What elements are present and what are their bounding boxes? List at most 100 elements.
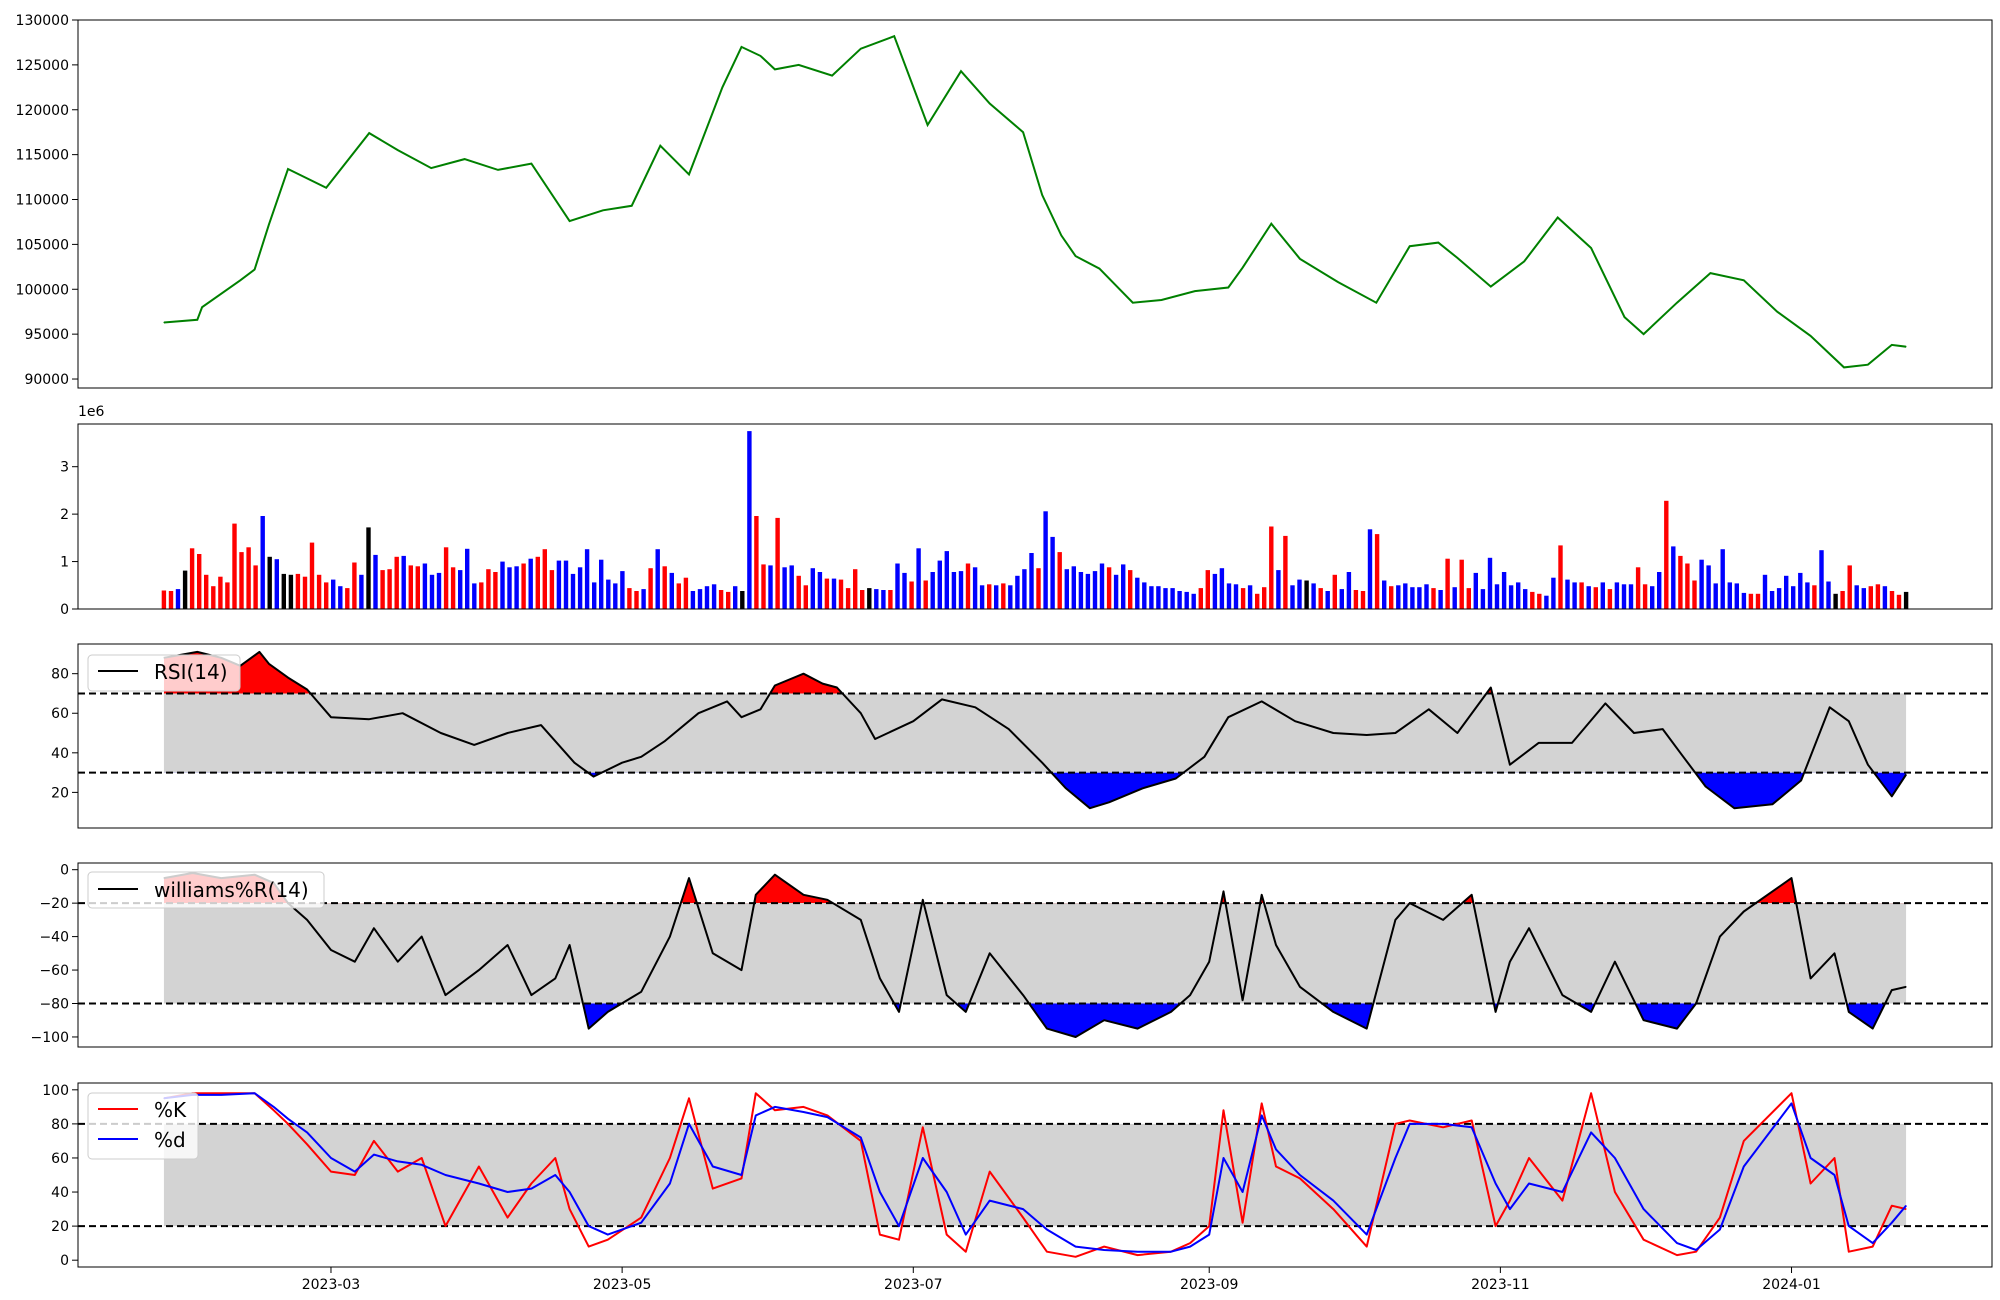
volume-bar	[486, 569, 491, 609]
volume-bar	[747, 431, 752, 609]
stochastic-series-1-point	[879, 1191, 881, 1193]
williams-legend: williams%R(14)	[87, 871, 325, 909]
volume-bar	[182, 570, 188, 609]
williams-series-0-point	[1810, 977, 1812, 979]
volume-bar	[845, 588, 851, 609]
rsi-series-0-point	[540, 724, 542, 726]
stochastic-series-1-point	[373, 1154, 375, 1156]
stochastic-series-1-point	[826, 1116, 828, 1118]
williams-series-0-point	[354, 961, 356, 963]
volume-bar	[965, 563, 971, 609]
volume-bar	[542, 549, 547, 609]
price-point	[602, 209, 604, 211]
williams-series-0-point	[1676, 1028, 1678, 1030]
price-point	[397, 149, 399, 151]
volume-bar	[1459, 559, 1464, 609]
volume-bar	[549, 570, 555, 609]
volume-bar	[1896, 594, 1902, 609]
price-point	[721, 86, 723, 88]
volume-bar	[1050, 536, 1055, 609]
stochastic-series-1-point	[1561, 1191, 1563, 1193]
williams-series-0-point	[946, 994, 948, 996]
volume-y-tick-label: 1	[60, 555, 69, 571]
rsi-series-0-point	[1203, 756, 1205, 758]
volume-bar	[733, 586, 738, 609]
stochastic-series-1-point	[507, 1191, 509, 1193]
volume-bar	[641, 589, 646, 609]
volume-bar	[881, 590, 886, 609]
volume-bar	[1396, 585, 1401, 609]
volume-bar	[1579, 582, 1584, 609]
stochastic-series-0-point	[1409, 1119, 1411, 1121]
rsi-series-0-point	[1905, 774, 1907, 776]
volume-bar	[994, 585, 999, 609]
volume-bar	[197, 554, 202, 609]
volume-bar	[1240, 588, 1246, 609]
williams-series-0-point	[530, 994, 532, 996]
price-point	[464, 158, 466, 160]
volume-bar	[1791, 586, 1796, 609]
volume-bar	[514, 566, 519, 609]
volume-bar	[1621, 584, 1627, 609]
williams-series-0-point	[1208, 961, 1210, 963]
volume-bar	[302, 576, 308, 609]
volume-bar	[1635, 567, 1641, 609]
volume-bar	[909, 581, 914, 609]
volume-bar	[1036, 568, 1041, 609]
price-panel: 90000 95000 100000 105000 110000 115000 120000…	[16, 13, 1993, 389]
volume-bar	[1741, 592, 1747, 609]
williams-series-0-point	[1442, 919, 1444, 921]
stochastic-series-1-point	[1614, 1157, 1616, 1159]
volume-bar	[838, 579, 844, 609]
rsi-oversold-fill-group	[588, 772, 1907, 809]
volume-panel: 1e6 0 1 2 3	[60, 404, 1993, 618]
stochastic-series-0-point	[373, 1140, 375, 1142]
rsi-series-0-point	[740, 716, 742, 718]
williams-y-tick-label: 0	[60, 863, 69, 879]
stochastic-series-0-point	[397, 1171, 399, 1173]
volume-bar	[1374, 534, 1380, 609]
stochastic-series-0-point	[1509, 1200, 1511, 1202]
williams-y-tick-label: −60	[39, 963, 69, 979]
stochastic-series-0-point	[1891, 1205, 1893, 1207]
williams-series-0-point	[1103, 1019, 1105, 1021]
williams-series-0-point	[1137, 1028, 1139, 1030]
stochastic-series-1-point	[1046, 1229, 1048, 1231]
williams-series-0-point	[774, 874, 776, 876]
rsi-frame	[77, 643, 1993, 829]
stochastic-series-1-point	[1891, 1222, 1893, 1224]
price-y-tick-label: 100000	[16, 282, 69, 298]
volume-bar	[1276, 570, 1281, 609]
rsi-series-0-point	[473, 744, 475, 746]
volume-bar	[1685, 563, 1690, 609]
volume-bar	[1516, 582, 1521, 609]
rsi-series-0-point	[1108, 801, 1110, 803]
volume-bar	[1530, 591, 1535, 609]
price-point	[1557, 216, 1559, 218]
williams-series-0-point	[1743, 911, 1745, 913]
stochastic-series-0-point	[1275, 1165, 1277, 1167]
rsi-series-0-point	[1604, 702, 1606, 704]
volume-bar	[1776, 588, 1782, 609]
volume-bar	[380, 570, 385, 609]
williams-series-0-point	[1719, 936, 1721, 938]
stochastic-series-0-point	[478, 1165, 480, 1167]
volume-bar	[704, 586, 710, 609]
volume-bar	[570, 573, 576, 609]
stochastic-series-0-point	[330, 1171, 332, 1173]
stochastic-series-1-point	[1170, 1251, 1172, 1253]
stochastic-series-1-point	[1471, 1126, 1473, 1128]
stochastic-series-0-point	[1137, 1254, 1139, 1256]
stochastic-series-0-point	[1810, 1183, 1812, 1185]
rsi-series-0-point	[822, 683, 824, 685]
volume-bar	[810, 568, 815, 609]
price-point	[1132, 302, 1134, 304]
volume-bar	[1382, 580, 1387, 609]
volume-bar	[204, 574, 209, 609]
rsi-series-0-point	[1456, 732, 1458, 734]
rsi-series-0-point	[1705, 785, 1707, 787]
volume-bar	[1057, 552, 1062, 609]
volume-bar	[1283, 535, 1288, 609]
stochastic-series-0-point	[1833, 1157, 1835, 1159]
volume-bar	[1233, 584, 1239, 609]
